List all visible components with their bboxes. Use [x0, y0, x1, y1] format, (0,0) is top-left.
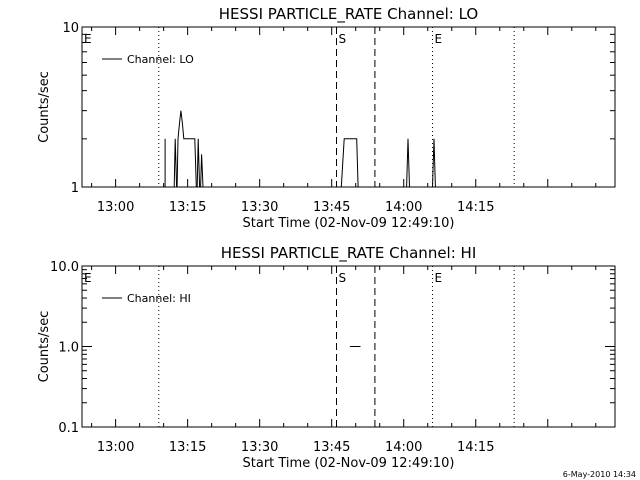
- event-marker-label: E: [435, 32, 443, 46]
- x-tick-label: 14:15: [457, 440, 494, 455]
- chart-panel-1: HESSI PARTICLE_RATE Channel: LO 13:00 13:1…: [37, 5, 616, 231]
- data-segment: [173, 138, 178, 188]
- x-tick-label: 13:30: [241, 200, 278, 215]
- x-tick-label: 13:30: [241, 440, 278, 455]
- plot-frame: [81, 265, 616, 428]
- event-marker-label: S: [338, 271, 346, 285]
- x-tick-label: 14:00: [385, 200, 422, 215]
- event-marker-label: E: [84, 271, 92, 285]
- x-axis-label: Start Time (02-Nov-09 12:49:10): [243, 456, 455, 471]
- plot-frame: [81, 26, 616, 188]
- event-marker-label: S: [338, 32, 346, 46]
- legend-label: Channel: HI: [127, 292, 191, 305]
- y-tick-label: 10: [62, 21, 79, 36]
- footer-date: 6-May-2010 14:34: [563, 470, 636, 479]
- x-tick-label: 13:00: [97, 440, 134, 455]
- y-tick-label: 0.1: [58, 421, 79, 436]
- y-tick-label: 1: [71, 181, 79, 196]
- x-tick-label: 13:15: [169, 200, 206, 215]
- event-marker-label: E: [435, 271, 443, 285]
- x-tick-label: 14:15: [457, 200, 494, 215]
- x-tick-label: 14:00: [385, 440, 422, 455]
- event-marker-label: E: [84, 32, 92, 46]
- y-tick-label: 10.0: [50, 260, 79, 275]
- chart-title: HESSI PARTICLE_RATE Channel: LO: [219, 5, 478, 24]
- x-tick-label: 13:45: [313, 440, 350, 455]
- data-segment: [176, 110, 197, 188]
- data-segment: [196, 138, 201, 188]
- x-tick-label: 13:00: [97, 200, 134, 215]
- data-segment: [340, 138, 359, 188]
- x-axis-label: Start Time (02-Nov-09 12:49:10): [243, 216, 455, 231]
- data-segment: [406, 138, 410, 188]
- data-segment: [432, 138, 436, 188]
- y-axis-label: Counts/sec: [37, 71, 52, 143]
- y-tick-label: 1.0: [58, 341, 79, 356]
- data-segment: [200, 154, 204, 188]
- chart-title: HESSI PARTICLE_RATE Channel: HI: [221, 244, 477, 263]
- y-axis-label: Counts/sec: [37, 311, 52, 383]
- chart-panel-2: HESSI PARTICLE_RATE Channel: HI 13:00 13:1…: [37, 244, 616, 471]
- legend-label: Channel: LO: [127, 53, 194, 66]
- x-tick-label: 13:45: [313, 200, 350, 215]
- x-tick-label: 13:15: [169, 440, 206, 455]
